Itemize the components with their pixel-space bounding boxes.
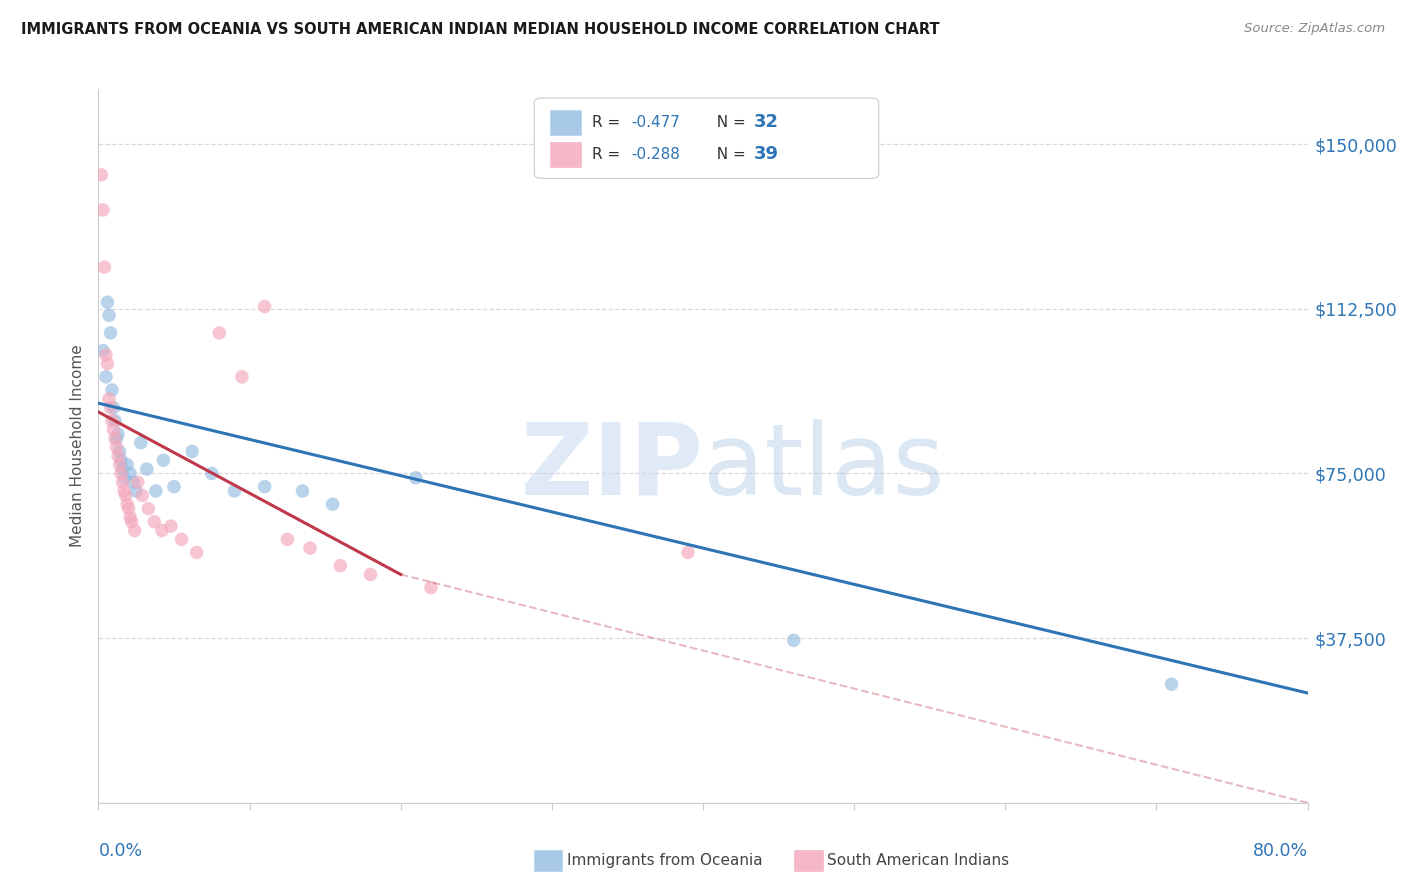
Point <box>108 458 131 472</box>
Point <box>291 483 314 498</box>
Point <box>112 471 135 485</box>
Point <box>118 501 141 516</box>
Point <box>108 444 131 458</box>
Text: 32: 32 <box>754 113 779 131</box>
Point <box>115 497 138 511</box>
Point <box>170 533 193 547</box>
Text: ZIP: ZIP <box>520 419 703 516</box>
Text: atlas: atlas <box>703 419 945 516</box>
Point <box>94 348 117 362</box>
Point <box>90 168 112 182</box>
Point <box>101 383 124 397</box>
Point <box>186 545 208 559</box>
Point <box>98 309 121 323</box>
Text: South American Indians: South American Indians <box>827 854 1010 868</box>
Point <box>120 510 142 524</box>
Point <box>360 567 382 582</box>
Text: Immigrants from Oceania: Immigrants from Oceania <box>567 854 762 868</box>
Point <box>783 633 806 648</box>
Point <box>150 524 173 538</box>
Point <box>96 357 118 371</box>
Text: -0.288: -0.288 <box>631 147 681 161</box>
Point <box>145 483 167 498</box>
Text: 80.0%: 80.0% <box>1253 842 1308 860</box>
Text: R =: R = <box>592 115 626 129</box>
Point <box>420 581 443 595</box>
Point <box>405 471 427 485</box>
Point <box>120 467 142 481</box>
Point <box>105 431 128 445</box>
Point <box>112 483 135 498</box>
Point <box>322 497 344 511</box>
Point <box>100 326 122 340</box>
Point <box>127 475 149 490</box>
Point <box>253 300 276 314</box>
Point <box>96 295 118 310</box>
Point <box>98 392 121 406</box>
Point <box>110 453 132 467</box>
Point <box>125 483 148 498</box>
Point <box>276 533 298 547</box>
Point <box>201 467 224 481</box>
Point <box>115 458 138 472</box>
Point <box>181 444 204 458</box>
Point <box>103 401 125 415</box>
Text: N =: N = <box>707 115 751 129</box>
Point <box>329 558 352 573</box>
Point <box>91 202 114 217</box>
Point <box>100 401 122 415</box>
Text: IMMIGRANTS FROM OCEANIA VS SOUTH AMERICAN INDIAN MEDIAN HOUSEHOLD INCOME CORRELA: IMMIGRANTS FROM OCEANIA VS SOUTH AMERICA… <box>21 22 939 37</box>
Point <box>111 462 134 476</box>
Point <box>131 488 153 502</box>
Point <box>208 326 231 340</box>
Point <box>91 343 114 358</box>
Point <box>299 541 322 555</box>
Point <box>143 515 166 529</box>
Point <box>676 545 699 559</box>
Y-axis label: Median Household Income: Median Household Income <box>70 344 86 548</box>
Point <box>163 480 186 494</box>
Point <box>114 488 136 502</box>
Text: R =: R = <box>592 147 626 161</box>
Point <box>110 467 132 481</box>
Text: 0.0%: 0.0% <box>98 842 142 860</box>
Point <box>135 462 157 476</box>
Text: Source: ZipAtlas.com: Source: ZipAtlas.com <box>1244 22 1385 36</box>
Point <box>124 524 146 538</box>
Point <box>136 501 159 516</box>
Point <box>93 260 115 274</box>
Point <box>107 449 129 463</box>
Point <box>105 440 128 454</box>
Point <box>160 519 183 533</box>
Text: N =: N = <box>707 147 751 161</box>
Point <box>122 475 145 490</box>
Point <box>121 515 143 529</box>
Point <box>107 426 129 441</box>
Point <box>231 369 253 384</box>
Point <box>101 414 124 428</box>
Text: -0.477: -0.477 <box>631 115 681 129</box>
Point <box>129 435 152 450</box>
Point <box>104 431 127 445</box>
Point <box>152 453 174 467</box>
Point <box>103 423 125 437</box>
Point <box>104 414 127 428</box>
Point <box>1160 677 1182 691</box>
Point <box>224 483 246 498</box>
Point <box>111 475 134 490</box>
Point <box>253 480 276 494</box>
Point <box>94 369 117 384</box>
Text: 39: 39 <box>754 145 779 163</box>
